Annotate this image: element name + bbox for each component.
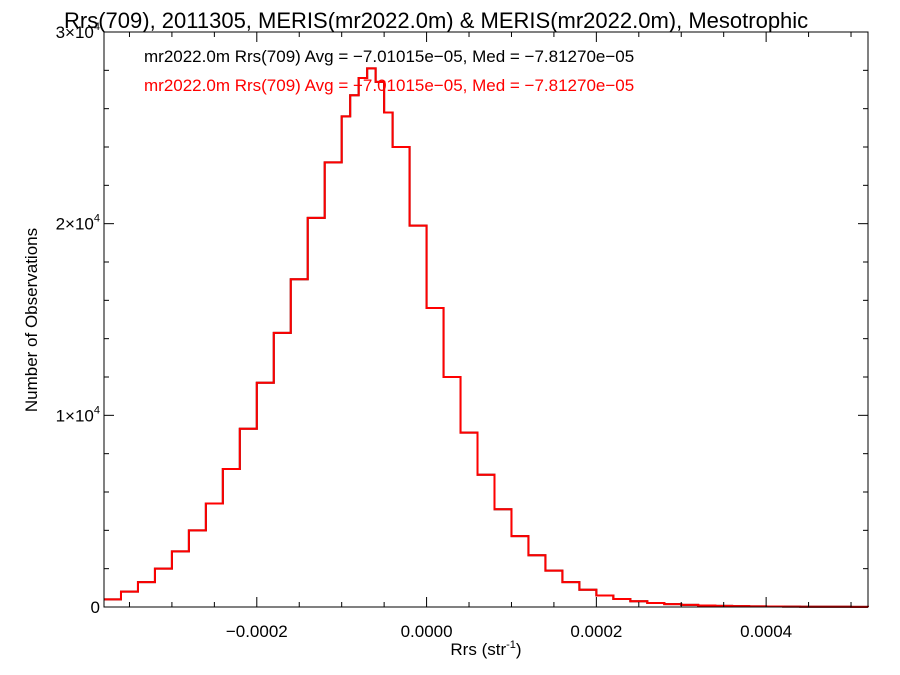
x-tick-label: −0.0002 [226, 622, 288, 641]
y-tick-mantissa: 1×10 [56, 406, 94, 425]
y-tick-label: 3×104 [56, 21, 100, 42]
annotation-red: mr2022.0m Rrs(709) Avg = −7.01015e−05, M… [144, 76, 634, 95]
y-tick-exponent: 4 [94, 404, 100, 416]
x-axis-label-suffix: ) [516, 640, 522, 659]
x-axis-ticks: −0.0002 0.0000 0.0002 0.0004 [128, 32, 852, 641]
histogram-series-1 [104, 67, 869, 608]
x-tick-label: 0.0002 [570, 622, 622, 641]
y-axis-label: Number of Observations [22, 228, 41, 412]
x-tick-label: 0.0000 [401, 622, 453, 641]
plot-frame [103, 31, 869, 608]
x-tick-label: 0.0004 [740, 622, 792, 641]
annotation-black: mr2022.0m Rrs(709) Avg = −7.01015e−05, M… [144, 47, 634, 66]
y-tick-label: 1×104 [56, 404, 100, 425]
chart-title: Rrs(709), 2011305, MERIS(mr2022.0m) & ME… [64, 8, 808, 33]
y-tick-exponent: 4 [94, 21, 100, 33]
x-axis-label-exponent: -1 [506, 639, 516, 651]
x-axis-label: Rrs (str-1) [450, 639, 521, 659]
y-tick-mantissa: 2×10 [56, 215, 94, 234]
y-tick-mantissa: 3×10 [56, 23, 94, 42]
y-tick-label: 0 [91, 598, 100, 617]
series-layer [104, 67, 869, 608]
y-tick-exponent: 4 [94, 213, 100, 225]
y-tick-label: 2×104 [56, 213, 100, 234]
x-axis-label-main: Rrs (str [450, 640, 506, 659]
